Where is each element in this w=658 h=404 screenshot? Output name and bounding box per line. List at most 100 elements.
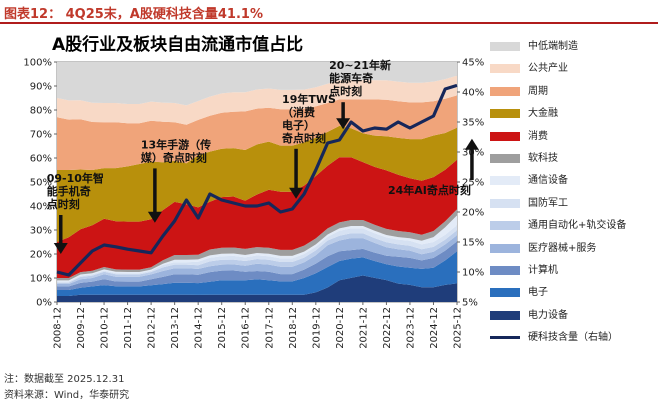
legend-label: 电力设备 xyxy=(528,309,568,321)
area-国防军工 xyxy=(57,225,457,283)
area-医疗器械+服务 xyxy=(57,235,457,287)
left-axis-tick-label: 90% xyxy=(30,82,52,93)
right-axis-tick-label: 10% xyxy=(462,268,484,279)
area-公共产业 xyxy=(57,75,457,125)
right-axis-tick-label: 25% xyxy=(462,178,484,189)
x-axis-tick-label: 2010-12 xyxy=(100,307,111,349)
legend-swatch xyxy=(490,154,520,163)
annotation-text: 奇点时刻 xyxy=(282,131,326,145)
x-axis-tick-label: 2024-12 xyxy=(429,307,440,349)
legend-swatch xyxy=(490,42,520,51)
x-axis-tick-label: 2016-12 xyxy=(241,307,252,349)
annotation-arrow-head xyxy=(464,138,479,150)
right-axis-tick-label: 40% xyxy=(462,88,484,99)
annotation-text: 电子） xyxy=(282,118,315,132)
left-axis-tick-label: 70% xyxy=(30,130,52,141)
header-rule xyxy=(0,22,658,24)
legend-label: 计算机 xyxy=(528,265,558,276)
legend-swatch xyxy=(490,198,520,208)
left-axis-tick-label: 40% xyxy=(30,202,52,213)
legend-swatch xyxy=(490,243,520,253)
area-周期 xyxy=(57,95,457,170)
left-axis-tick-label: 50% xyxy=(30,178,52,189)
x-axis-tick-label: 2021-12 xyxy=(358,307,369,349)
footnote-note: 注：数据截至 2025.12.31 xyxy=(4,374,125,385)
left-axis-tick-label: 10% xyxy=(30,274,52,285)
x-axis-tick-label: 2022-12 xyxy=(382,307,393,349)
x-axis-tick-label: 2011-12 xyxy=(123,307,134,349)
annotation-arrow-head xyxy=(147,211,162,223)
left-axis-tick-label: 100% xyxy=(23,58,52,69)
left-axis-tick-label: 0% xyxy=(36,298,52,309)
x-axis-tick-label: 2025-12 xyxy=(453,307,464,349)
x-axis-tick-label: 2009-12 xyxy=(76,307,87,349)
annotation-text: 能手机奇 xyxy=(47,184,91,198)
area-layers xyxy=(57,62,457,302)
legend-label: 消费 xyxy=(528,130,548,142)
annotation-text: 09-10年智 xyxy=(47,171,104,185)
legend-swatch xyxy=(490,310,520,320)
annotation-text: 13年手游（传 xyxy=(141,137,211,151)
area-通用自动化+轨交设备 xyxy=(57,230,457,284)
annotation-arrow-head xyxy=(336,118,351,130)
legend-label: 硬科技含量（右轴） xyxy=(528,332,618,344)
right-axis-tick-label: 35% xyxy=(462,118,484,129)
x-axis-tick-label: 2023-12 xyxy=(405,307,416,349)
line-hard-tech-share xyxy=(56,83,458,277)
legend-label: 中低端制造 xyxy=(528,41,578,52)
legend-label: 通信设备 xyxy=(528,175,568,187)
left-axis-tick-label: 20% xyxy=(30,250,52,261)
area-中低端制造 xyxy=(57,62,457,106)
legend-label: 国防军工 xyxy=(528,197,568,209)
left-axis-tick-label: 30% xyxy=(30,226,52,237)
area-电力设备 xyxy=(57,275,457,302)
x-axis-tick-label: 2019-12 xyxy=(311,307,322,349)
annotations: 09-10年智能手机奇点时刻13年手游（传媒）奇点时刻19年TWS（消费电子）奇… xyxy=(47,58,479,254)
left-axis-tick-label: 60% xyxy=(30,154,52,165)
annotation-arrow-head xyxy=(53,243,68,254)
legend-swatch xyxy=(490,86,520,96)
x-axis-tick-label: 2020-12 xyxy=(335,307,346,349)
x-axis-tick-label: 2012-12 xyxy=(147,307,158,349)
legend-label: 医疗器械+服务 xyxy=(528,242,597,254)
annotation-text: 20~21年新 xyxy=(329,58,391,72)
legend-swatch xyxy=(490,221,520,231)
figure-header: 图表12： 4Q25末，A股硬科技含量41.1% xyxy=(0,0,658,24)
legend-swatch xyxy=(490,176,520,186)
x-axis-tick-label: 2014-12 xyxy=(194,307,205,349)
right-axis-tick-label: 5% xyxy=(462,298,478,309)
annotation-text: 点时刻 xyxy=(47,197,80,211)
annotation-text: （消费 xyxy=(282,105,315,119)
legend-swatch xyxy=(490,266,520,275)
annotation-text: 点时刻 xyxy=(329,84,362,98)
annotation-text: 24年AI奇点时刻 xyxy=(388,183,471,197)
legend-label: 软科技 xyxy=(528,153,558,164)
legend-swatch xyxy=(490,64,520,74)
right-axis-tick-label: 15% xyxy=(462,238,484,249)
x-axis-tick-label: 2008-12 xyxy=(53,307,64,349)
legend-swatch xyxy=(490,131,520,141)
x-axis-tick-label: 2018-12 xyxy=(288,307,299,349)
right-axis-tick-label: 20% xyxy=(462,208,484,219)
x-axis-tick-label: 2013-12 xyxy=(170,307,181,349)
legend-line-swatch xyxy=(490,336,520,340)
x-axis-tick-label: 2017-12 xyxy=(264,307,275,349)
annotation-text: 19年TWS xyxy=(282,92,336,106)
area-消费 xyxy=(57,157,457,278)
chart-title: A股行业及板块自由流通市值占比 xyxy=(52,35,304,55)
figure-title: 图表12： 4Q25末，A股硬科技含量41.1% xyxy=(4,7,263,22)
right-axis-tick-label: 45% xyxy=(462,58,484,69)
left-axis-tick-label: 80% xyxy=(30,106,52,117)
x-axis-tick-label: 2015-12 xyxy=(217,307,228,349)
annotation-arrow-head xyxy=(289,187,304,199)
legend-swatch xyxy=(490,109,520,119)
area-电子 xyxy=(57,251,457,296)
legend-label: 电子 xyxy=(528,287,548,299)
legend-label: 公共产业 xyxy=(528,63,568,75)
legend-label: 周期 xyxy=(528,85,548,97)
area-计算机 xyxy=(57,241,457,290)
annotation-text: 媒）奇点时刻 xyxy=(140,150,207,164)
legend-swatch xyxy=(490,288,520,298)
legend-label: 通用自动化+轨交设备 xyxy=(528,220,627,232)
